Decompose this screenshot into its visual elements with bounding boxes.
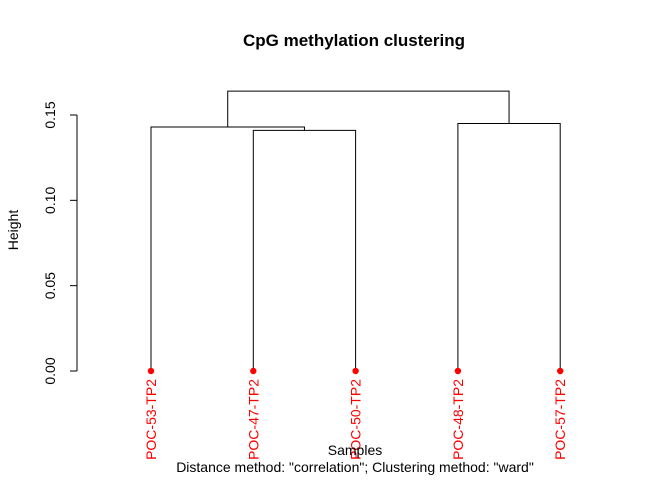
dendrogram-branch <box>227 90 510 127</box>
leaf-point <box>147 367 155 375</box>
y-axis-label: Height <box>5 210 21 251</box>
leaf-labels: POC-53-TP2 POC-47-TP2 POC-50-TP2 POC-48-TP2… <box>143 379 568 460</box>
leaf-label: POC-48-TP2 <box>450 379 466 460</box>
y-tick-label: 0.15 <box>42 101 58 128</box>
leaf-point <box>454 367 462 375</box>
leaf-point <box>250 367 257 375</box>
leaf-label: POC-53-TP2 <box>143 379 159 460</box>
y-tick-label: 0.00 <box>42 357 58 384</box>
leaf-point <box>352 367 359 375</box>
leaf-label: POC-57-TP2 <box>552 379 568 460</box>
dendrogram-branch <box>457 123 561 371</box>
y-axis: 0.00 0.05 0.10 0.15 <box>42 101 78 385</box>
chart-title: CpG methylation clustering <box>243 31 465 50</box>
leaf-point <box>557 367 564 375</box>
leaf-points <box>147 367 564 375</box>
y-tick-label: 0.10 <box>42 186 58 213</box>
dendrogram-branch <box>150 126 305 371</box>
y-tick-label: 0.05 <box>42 272 58 299</box>
x-axis-label: Samples <box>328 442 382 458</box>
leaf-label: POC-47-TP2 <box>245 379 261 460</box>
dendrogram-branches <box>150 90 561 371</box>
dendrogram-branch <box>252 129 357 371</box>
method-sublabel: Distance method: "correlation"; Clusteri… <box>176 459 534 475</box>
leaf-label: POC-50-TP2 <box>348 379 364 460</box>
